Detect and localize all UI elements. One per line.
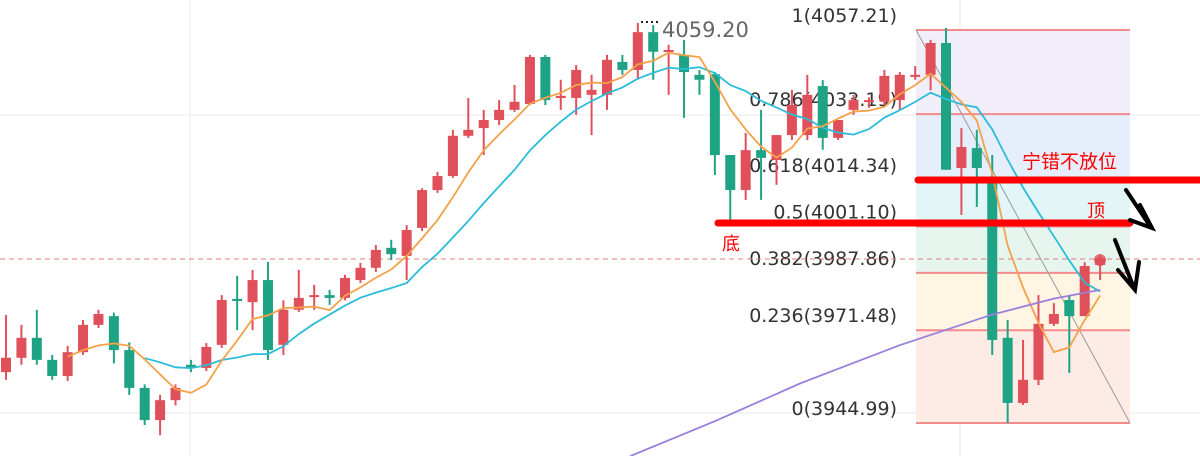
candle-body bbox=[155, 400, 166, 421]
candle-body bbox=[170, 387, 181, 401]
candle-body bbox=[879, 75, 890, 102]
candle-body bbox=[278, 309, 289, 345]
candle-body bbox=[648, 32, 659, 52]
candle-body bbox=[31, 337, 42, 360]
candle-body bbox=[925, 42, 936, 75]
annotation-top-label: 顶 bbox=[1087, 201, 1105, 222]
candle-body bbox=[340, 277, 351, 298]
candle-body bbox=[987, 179, 998, 340]
candle-body bbox=[16, 337, 27, 358]
candle-body bbox=[417, 190, 428, 228]
candle-body bbox=[663, 50, 674, 53]
fib-level-label: 0.5(4001.10) bbox=[773, 201, 897, 223]
candle-body bbox=[78, 324, 89, 353]
candle-body bbox=[324, 295, 335, 298]
candle-body bbox=[571, 69, 582, 98]
candle-body bbox=[108, 316, 119, 351]
candle-body bbox=[370, 249, 381, 268]
candle-body bbox=[1064, 300, 1075, 317]
candle-body bbox=[1033, 323, 1044, 380]
candle-body bbox=[632, 32, 643, 70]
candle-body bbox=[956, 146, 967, 169]
arrow-down-icon bbox=[1113, 238, 1141, 295]
ma-long-line bbox=[629, 288, 1101, 456]
candle-body bbox=[216, 300, 227, 345]
fib-level-label: 1(4057.21) bbox=[792, 5, 897, 27]
candle-body bbox=[601, 59, 612, 95]
candle-body bbox=[848, 100, 859, 110]
candle-body bbox=[463, 129, 474, 136]
candle-body bbox=[62, 352, 73, 376]
ma5-line bbox=[67, 51, 1101, 394]
fib-level-label: 0.618(4014.34) bbox=[749, 155, 897, 177]
candle-body bbox=[802, 94, 813, 136]
candle-body bbox=[1002, 337, 1013, 403]
candle-body bbox=[740, 150, 751, 191]
candle-body bbox=[1048, 314, 1059, 324]
candle-body bbox=[139, 387, 150, 421]
candle-body bbox=[309, 295, 320, 298]
candle-body bbox=[894, 74, 905, 101]
candle-body bbox=[1079, 266, 1090, 317]
candle-body bbox=[432, 176, 443, 191]
candle-body bbox=[524, 57, 535, 104]
last-price-dot bbox=[1094, 254, 1106, 266]
candle-body bbox=[47, 359, 58, 376]
ma10-line bbox=[144, 66, 1101, 370]
candle-body bbox=[447, 135, 458, 177]
fib-level-label: 0.236(3971.48) bbox=[749, 305, 897, 327]
annotation-upper-label: 宁错不放位 bbox=[1022, 151, 1117, 173]
candle-body bbox=[679, 54, 690, 73]
candle-body bbox=[293, 297, 304, 310]
fib-level-label: 0(3944.99) bbox=[792, 398, 897, 420]
candle-body bbox=[540, 57, 551, 101]
annotation-bottom-label: 底 bbox=[722, 234, 740, 255]
candle-body bbox=[185, 364, 196, 368]
candle-body bbox=[478, 120, 489, 129]
candle-body bbox=[124, 350, 135, 388]
candle-body bbox=[1, 357, 11, 373]
candle-body bbox=[509, 101, 520, 110]
candle-body bbox=[494, 109, 505, 121]
candle-body bbox=[709, 74, 720, 156]
candle-body bbox=[863, 100, 874, 103]
candle-body bbox=[555, 95, 566, 98]
candle-body bbox=[725, 155, 736, 191]
candle-body bbox=[617, 61, 628, 70]
candle-body bbox=[910, 74, 921, 77]
candle-body bbox=[401, 229, 412, 256]
fib-band bbox=[916, 226, 1130, 273]
candle-body bbox=[756, 150, 767, 158]
candle-body bbox=[386, 247, 397, 255]
candle-body bbox=[201, 346, 212, 368]
arrow-down-icon bbox=[1124, 188, 1157, 232]
candle-body bbox=[971, 148, 982, 169]
candle-body bbox=[232, 298, 243, 301]
candle-body bbox=[1018, 379, 1029, 403]
candle-body bbox=[694, 74, 705, 80]
candle-body bbox=[771, 135, 782, 160]
candle-body bbox=[586, 89, 597, 95]
candle-body bbox=[247, 280, 258, 303]
fib-band bbox=[916, 272, 1130, 331]
fib-band bbox=[916, 114, 1130, 181]
high-price-label: 4059.20 bbox=[662, 18, 749, 42]
candle-body bbox=[355, 267, 366, 281]
candle-body bbox=[93, 314, 104, 325]
candle-body bbox=[941, 42, 952, 170]
candle-body bbox=[817, 86, 828, 138]
candle-body bbox=[786, 104, 797, 136]
candle-body bbox=[833, 120, 844, 138]
